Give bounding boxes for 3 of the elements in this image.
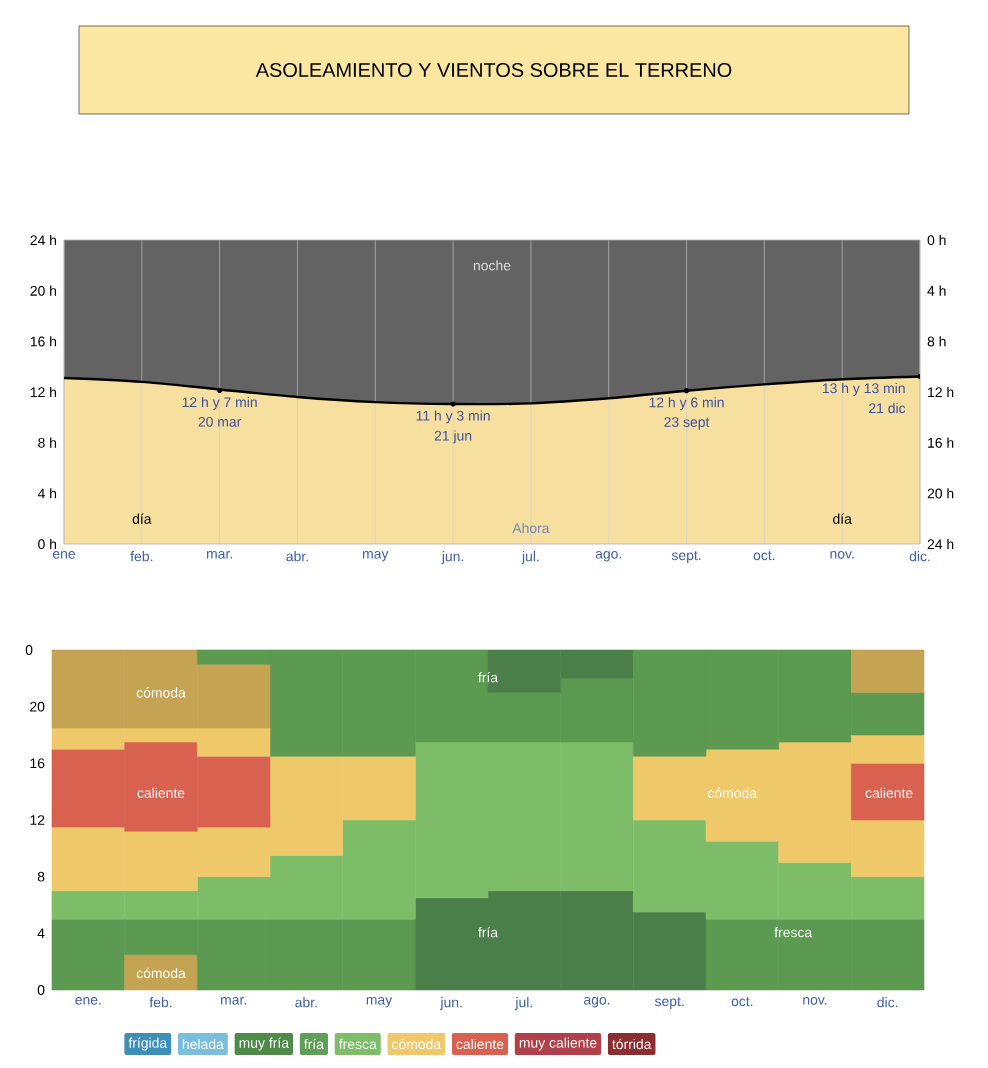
bar	[851, 649, 925, 693]
bar	[851, 763, 925, 821]
chart-title: ASOLEAMIENTO Y VIENTOS SOBRE EL TERRENO	[255, 62, 732, 78]
